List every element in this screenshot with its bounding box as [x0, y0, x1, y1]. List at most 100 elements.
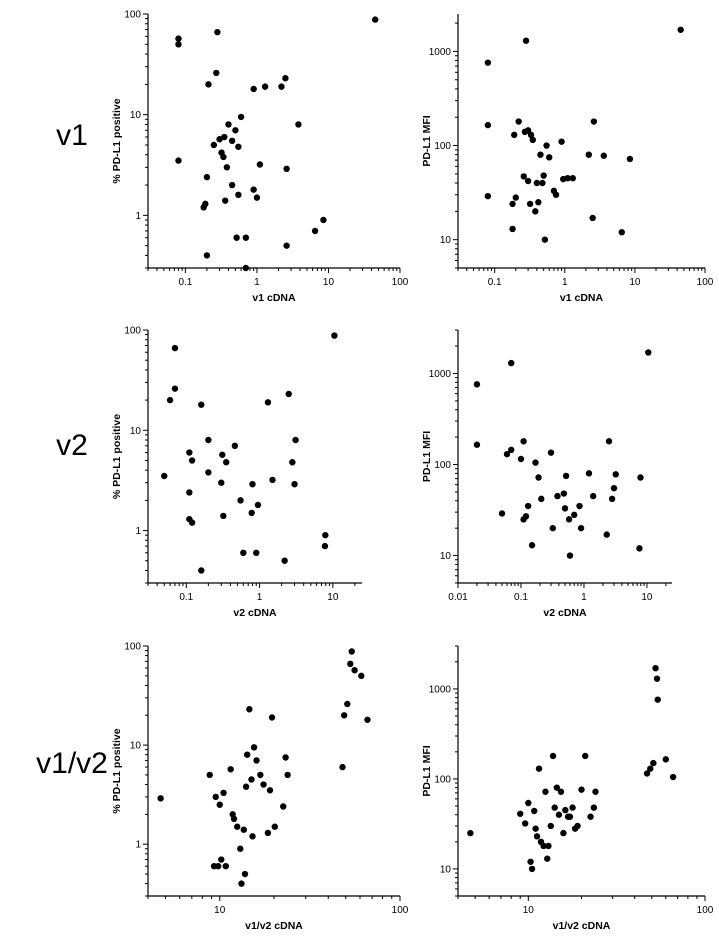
x-tick-label: 100	[697, 905, 714, 916]
data-point	[242, 234, 250, 241]
data-point	[285, 390, 292, 398]
data-point	[253, 194, 261, 201]
y-axis-title: PD-L1 MFI	[421, 431, 433, 482]
data-point	[221, 197, 229, 204]
data-point	[331, 332, 338, 339]
data-point	[216, 801, 223, 808]
data-point	[587, 813, 594, 820]
data-point	[231, 442, 239, 450]
data-point	[473, 441, 481, 448]
data-point	[473, 381, 481, 388]
data-point	[577, 524, 585, 532]
x-tick-label: 0.1	[514, 592, 528, 603]
data-point	[203, 252, 211, 259]
x-tick-label: 100	[697, 277, 714, 288]
data-point	[223, 164, 231, 171]
data-point	[532, 825, 539, 832]
data-point	[237, 497, 244, 504]
data-point	[240, 826, 248, 833]
data-point	[221, 133, 228, 141]
data-point	[271, 823, 278, 830]
x-tick-label: 10	[323, 277, 335, 288]
data-point	[242, 264, 250, 272]
data-point	[600, 152, 607, 159]
data-point	[550, 187, 558, 195]
y-tick-label: 100	[124, 642, 141, 653]
data-point	[282, 75, 289, 82]
y-tick-label: 1	[135, 211, 141, 222]
data-point	[585, 151, 592, 158]
data-point	[576, 502, 583, 510]
data-point	[626, 155, 634, 163]
y-tick-label: 100	[434, 460, 451, 471]
data-point	[541, 236, 549, 243]
data-point	[186, 449, 193, 456]
x-tick-label: 1	[562, 277, 568, 288]
data-point	[538, 495, 545, 503]
row-label-v2: v2	[56, 429, 88, 462]
data-point	[358, 672, 365, 680]
data-point	[571, 511, 578, 519]
data-point	[498, 510, 506, 517]
data-point	[652, 664, 659, 672]
data-point	[535, 474, 542, 481]
data-point	[220, 512, 227, 520]
data-point	[531, 807, 538, 815]
data-point	[533, 833, 541, 840]
data-point	[364, 716, 371, 723]
data-point	[291, 480, 298, 488]
data-point	[228, 181, 236, 189]
data-point	[188, 519, 196, 526]
data-point	[677, 26, 684, 33]
data-point	[283, 165, 290, 173]
data-point	[509, 225, 516, 233]
data-point	[232, 127, 239, 134]
data-point	[535, 765, 543, 772]
data-point	[278, 83, 285, 90]
data-point	[540, 842, 547, 850]
x-tick-label: 100	[392, 277, 409, 288]
data-point	[574, 822, 581, 830]
data-point	[222, 862, 229, 870]
data-point	[566, 813, 574, 820]
data-point	[612, 471, 619, 478]
data-point	[539, 179, 546, 187]
y-tick-label: 1	[135, 840, 141, 851]
data-point	[549, 752, 557, 760]
data-point	[520, 438, 527, 445]
data-point	[320, 216, 327, 224]
data-point	[503, 450, 511, 458]
data-point	[590, 118, 598, 125]
x-tick-label: 0.1	[179, 592, 193, 603]
data-point	[250, 186, 257, 193]
x-tick-label: 0.01	[448, 592, 468, 603]
data-point	[230, 815, 238, 823]
data-point	[562, 806, 569, 814]
data-point	[243, 751, 251, 758]
data-point	[524, 177, 532, 185]
data-point	[527, 858, 534, 865]
data-point	[590, 804, 598, 811]
data-point	[264, 399, 272, 406]
x-tick-label: 1	[257, 592, 263, 603]
data-point	[544, 855, 551, 862]
data-point	[344, 700, 351, 708]
data-point	[540, 172, 547, 179]
y-tick-label: 10	[440, 235, 452, 246]
data-point	[321, 542, 329, 550]
y-tick-label: 10	[130, 426, 142, 437]
data-point	[647, 765, 654, 772]
data-point	[535, 199, 542, 206]
y-tick-label: 10	[440, 864, 452, 875]
data-point	[578, 786, 585, 793]
data-point	[521, 820, 529, 827]
data-point	[166, 396, 174, 404]
data-point	[546, 154, 553, 161]
x-axis-title: v1/v2 cDNA	[553, 920, 611, 932]
data-point	[569, 174, 576, 182]
data-point	[542, 788, 549, 795]
data-point	[241, 870, 249, 878]
data-point	[254, 501, 262, 509]
data-point	[543, 142, 550, 149]
data-point	[512, 194, 519, 201]
